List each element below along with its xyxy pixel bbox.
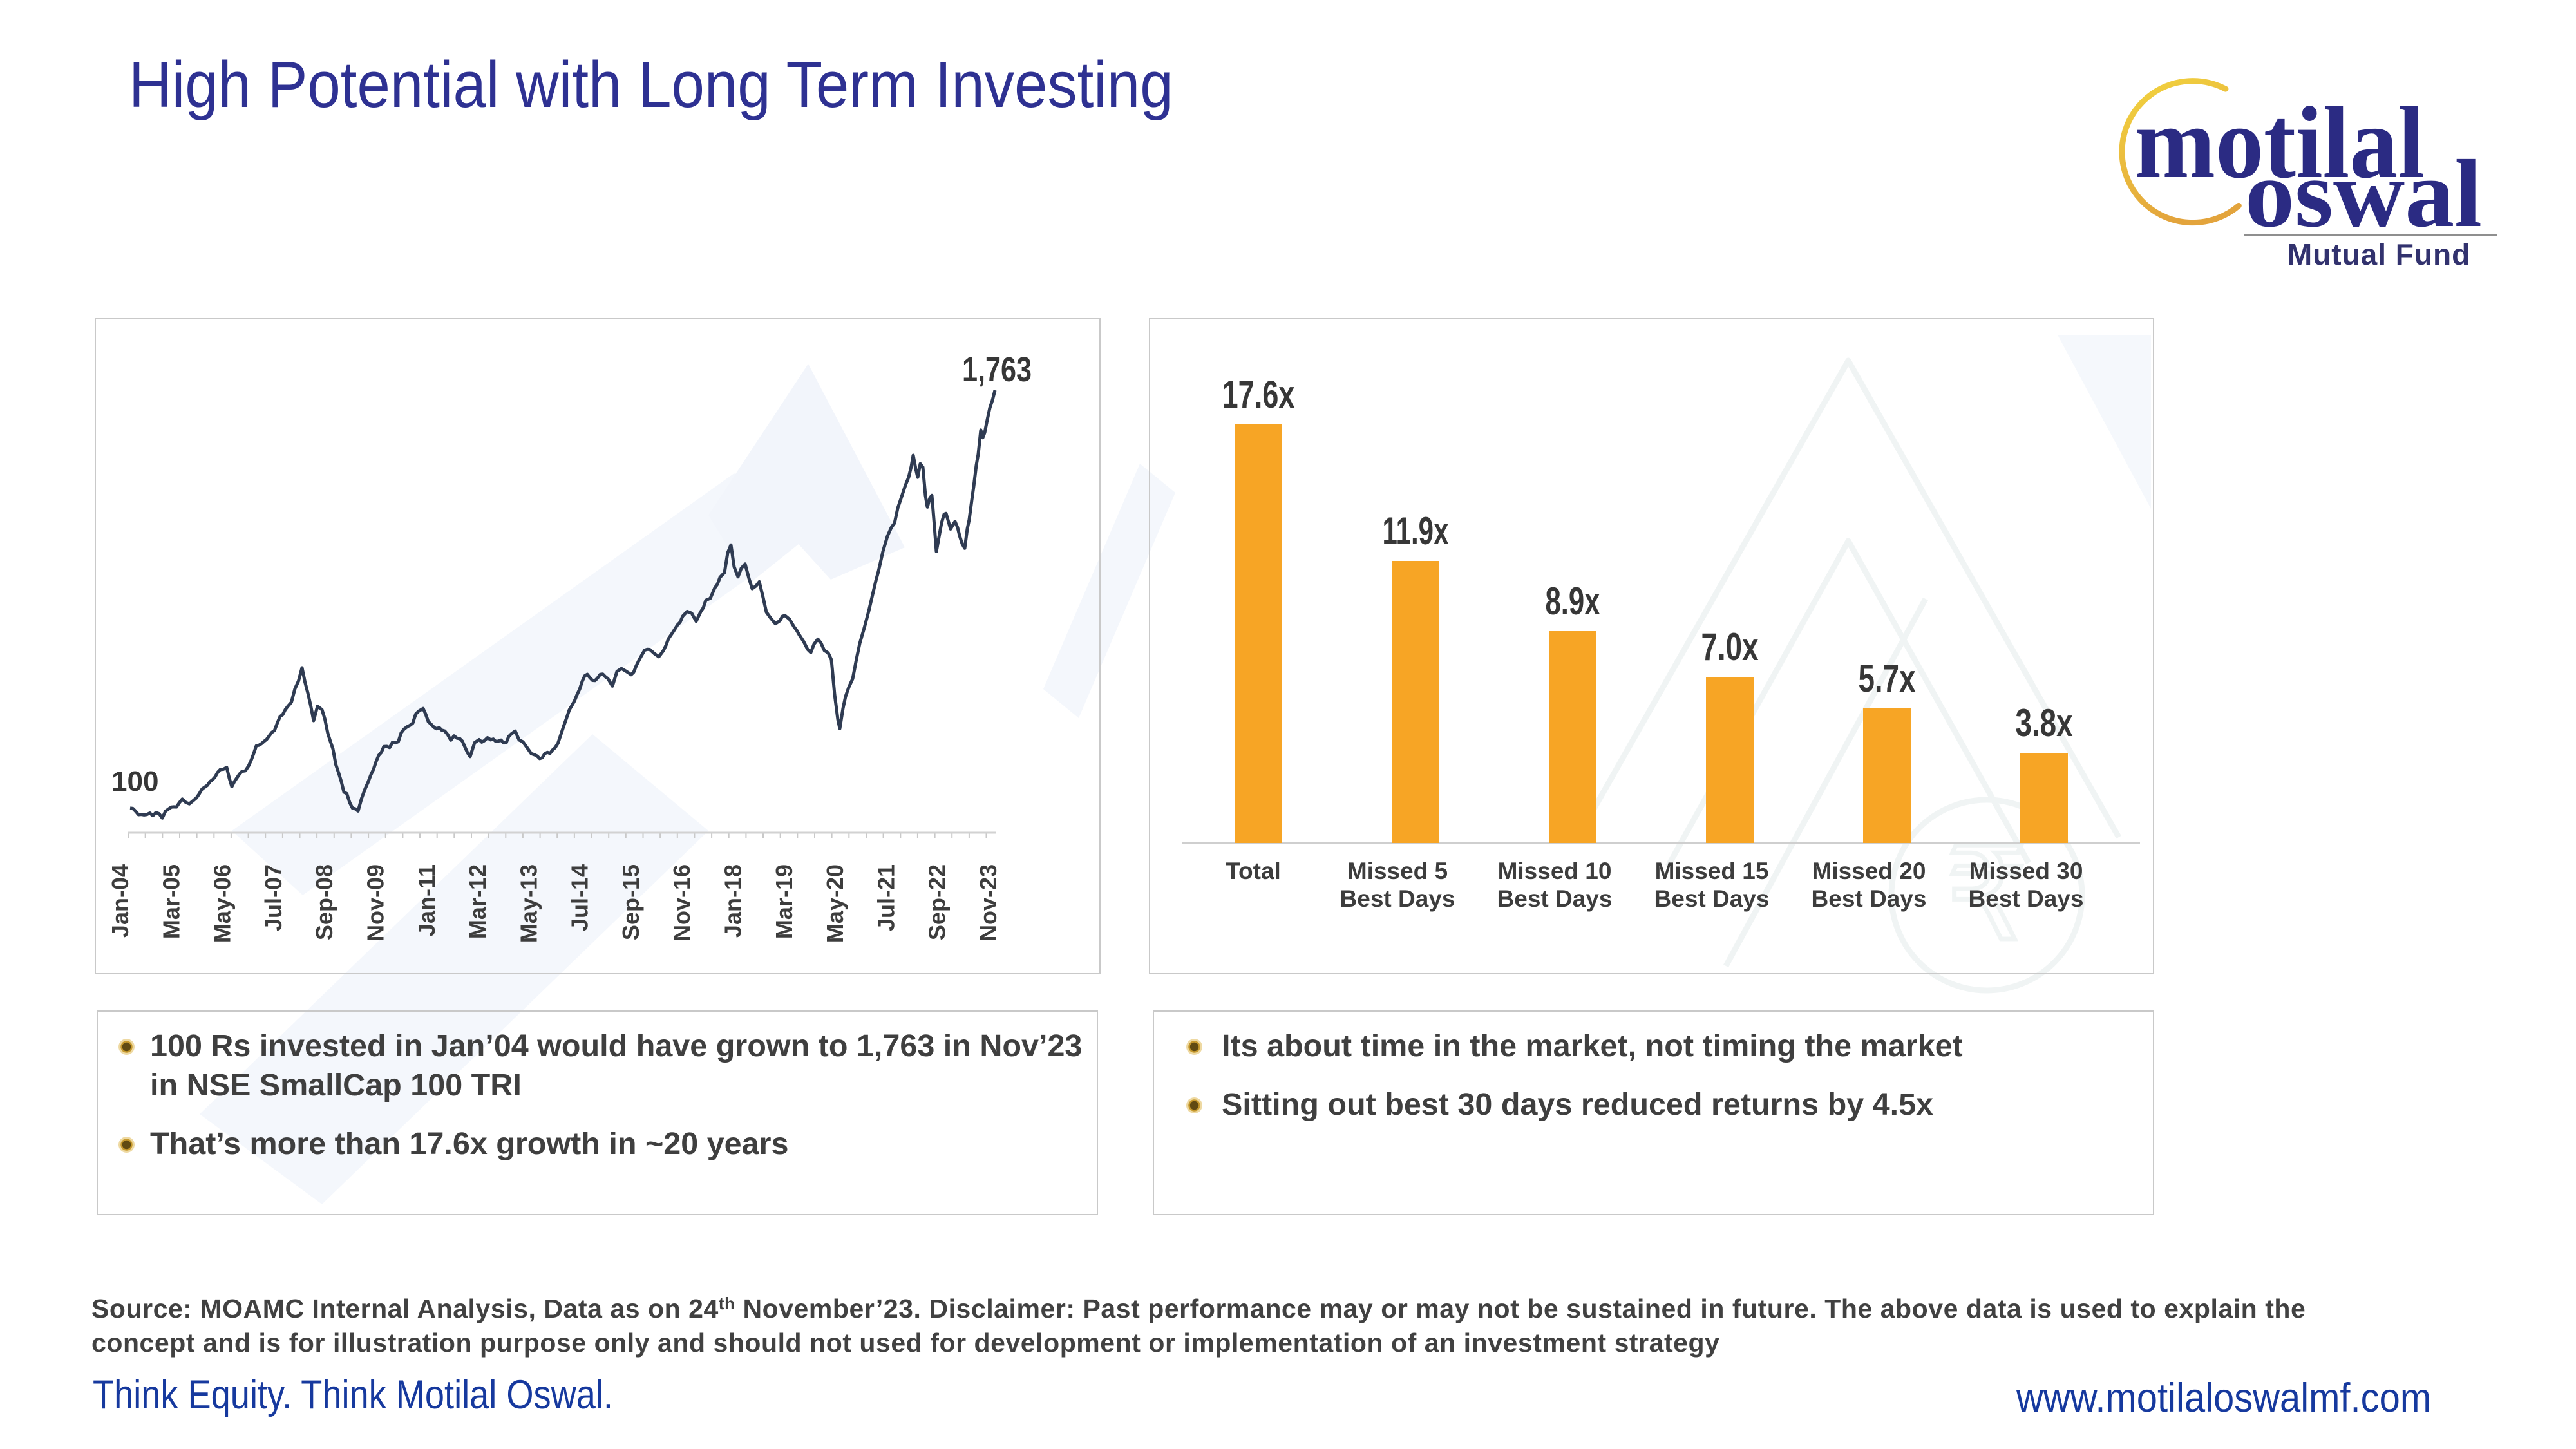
- svg-text:11.9x: 11.9x: [1383, 509, 1449, 553]
- svg-text:motilal: motilal: [2135, 85, 2425, 200]
- svg-text:₹: ₹: [1946, 823, 2027, 967]
- svg-text:Jan-18: Jan-18: [720, 864, 746, 938]
- svg-text:Nov-09: Nov-09: [363, 864, 389, 942]
- svg-text:Best Days: Best Days: [1497, 886, 1613, 912]
- svg-text:Missed 15: Missed 15: [1655, 858, 1769, 884]
- svg-text:Missed 5: Missed 5: [1347, 858, 1448, 884]
- svg-text:Jan-11: Jan-11: [413, 864, 440, 936]
- svg-text:Missed 20: Missed 20: [1812, 858, 1926, 884]
- svg-text:Missed 10: Missed 10: [1498, 858, 1612, 884]
- svg-text:Best Days: Best Days: [1340, 886, 1455, 912]
- svg-text:Jul-07: Jul-07: [260, 864, 287, 931]
- svg-text:100: 100: [111, 766, 158, 797]
- svg-text:Missed 30: Missed 30: [1969, 858, 2083, 884]
- svg-text:17.6x: 17.6x: [1222, 373, 1295, 416]
- svg-text:Jul-14: Jul-14: [567, 864, 593, 931]
- svg-text:May-20: May-20: [822, 864, 848, 943]
- svg-text:3.8x: 3.8x: [2016, 701, 2073, 744]
- svg-text:Mutual Fund: Mutual Fund: [2287, 238, 2470, 271]
- svg-text:Mar-12: Mar-12: [464, 864, 491, 939]
- svg-text:Nov-16: Nov-16: [668, 864, 695, 942]
- svg-text:Nov-23: Nov-23: [975, 864, 1001, 942]
- svg-text:Sep-08: Sep-08: [311, 864, 337, 940]
- svg-text:Best Days: Best Days: [1969, 886, 2084, 912]
- svg-text:8.9x: 8.9x: [1546, 580, 1600, 623]
- svg-text:Jul-21: Jul-21: [873, 864, 899, 931]
- svg-text:Jan-04: Jan-04: [107, 864, 133, 938]
- svg-text:Sep-22: Sep-22: [924, 864, 951, 940]
- svg-text:1,763: 1,763: [962, 350, 1032, 389]
- svg-text:Sep-15: Sep-15: [618, 864, 644, 940]
- svg-text:oswal: oswal: [2245, 140, 2482, 247]
- svg-text:Mar-05: Mar-05: [158, 864, 184, 939]
- svg-text:7.0x: 7.0x: [1701, 625, 1759, 668]
- svg-text:Best Days: Best Days: [1654, 886, 1770, 912]
- svg-text:Best Days: Best Days: [1812, 886, 1927, 912]
- svg-text:5.7x: 5.7x: [1859, 657, 1916, 700]
- svg-text:May-13: May-13: [515, 864, 542, 943]
- svg-text:Mar-19: Mar-19: [771, 864, 797, 939]
- svg-text:May-06: May-06: [209, 864, 236, 943]
- svg-text:Total: Total: [1226, 858, 1281, 884]
